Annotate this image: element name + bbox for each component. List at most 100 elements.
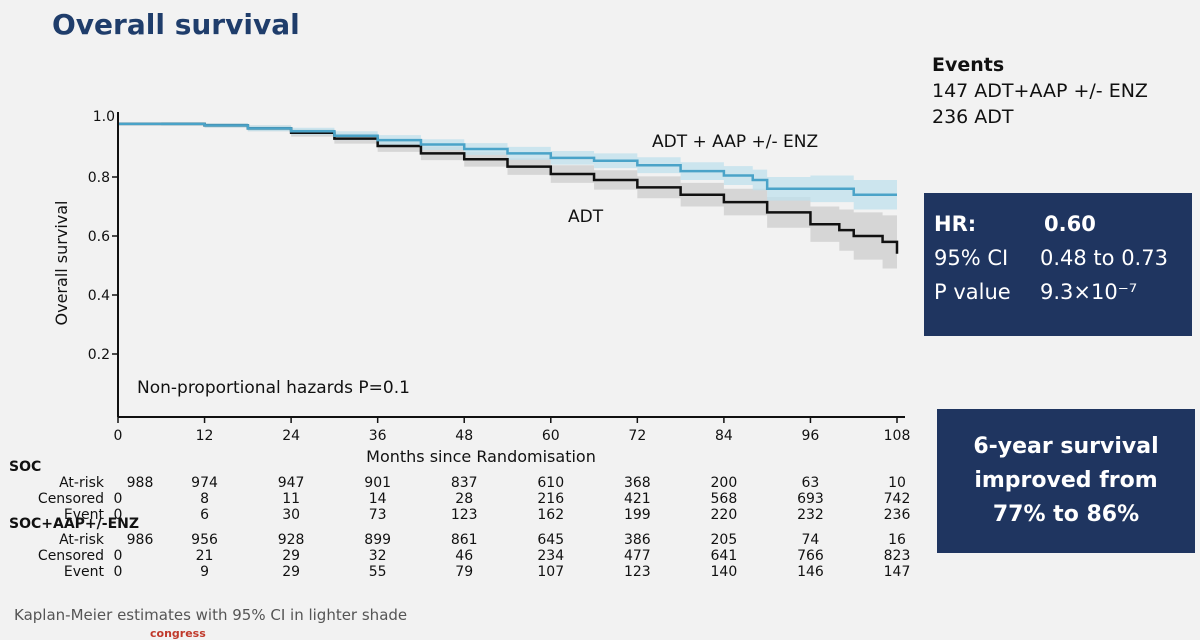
risk-table-cell: 28: [455, 491, 474, 507]
risk-table-cell: 216: [537, 491, 565, 507]
risk-table-cell: 147: [883, 564, 911, 580]
footnote: Kaplan-Meier estimates with 95% CI in li…: [14, 606, 408, 624]
risk-table-cell: 205: [710, 532, 738, 548]
risk-table-cell: 10: [888, 475, 906, 491]
risk-table-row-label: Event: [63, 564, 104, 580]
risk-table-cell: 11: [282, 491, 301, 507]
risk-table-cell: 421: [623, 491, 651, 507]
risk-table-cell: 236: [883, 507, 911, 523]
risk-table-cell: 956: [191, 532, 218, 548]
risk-table-cell: 79: [455, 564, 474, 580]
slide-title: Overall survival: [52, 8, 300, 41]
risk-table-row-label: Censored: [37, 548, 104, 564]
risk-table-cell: 986: [126, 532, 154, 548]
risk-table-cell: 0: [113, 507, 123, 523]
risk-table-cell: 568: [710, 491, 738, 507]
x-tick-label: 72: [628, 428, 646, 444]
y-tick-label: 0.2: [88, 347, 110, 363]
risk-table-cell: 0: [113, 491, 123, 507]
risk-table-cell: 29: [282, 564, 301, 580]
risk-table-cell: 234: [537, 548, 565, 564]
risk-table-cell: 107: [537, 564, 565, 580]
series-line-adt-aap-enz: [118, 122, 897, 196]
hr-value: 0.60: [1044, 212, 1096, 236]
risk-table-cell: 0: [113, 564, 123, 580]
risk-table-cell: 55: [368, 564, 387, 580]
x-tick-label: 48: [455, 428, 473, 444]
risk-table-cell: 988: [126, 475, 154, 491]
risk-table-cell: 947: [277, 475, 305, 491]
risk-table-cell: 30: [282, 507, 301, 523]
risk-table-cell: 837: [450, 475, 478, 491]
x-tick-label: 60: [542, 428, 560, 444]
risk-table-cell: 232: [797, 507, 824, 523]
survival-improvement-box: 6-year survival improved from 77% to 86%: [937, 409, 1195, 553]
risk-table-cell: 46: [455, 548, 474, 564]
risk-table-group-name: SOC: [9, 459, 42, 475]
y-tick-label: 0.4: [88, 288, 110, 304]
risk-table-row-label: Event: [63, 507, 104, 523]
risk-table-row-label: At-risk: [59, 532, 104, 548]
survival-line-1: 6-year survival: [973, 434, 1159, 459]
x-tick-label: 36: [369, 428, 387, 444]
risk-table-cell: 928: [277, 532, 305, 548]
risk-table-cell: 766: [797, 548, 824, 564]
x-tick-label: 108: [884, 428, 911, 444]
risk-table-row-label: At-risk: [59, 475, 104, 491]
hazard-ratio-box: HR: 0.60 95% CI 0.48 to 0.73 P value 9.3…: [924, 193, 1192, 336]
risk-table-cell: 861: [450, 532, 478, 548]
p-value: 9.3×10⁻⁷: [1040, 280, 1138, 304]
hr-label: HR:: [934, 212, 977, 236]
series-label-adt: ADT: [568, 207, 604, 227]
events-summary: Events 147 ADT+AAP +/- ENZ 236 ADT: [932, 52, 1148, 130]
y-tick-label: 0.6: [88, 229, 110, 245]
risk-table-cell: 73: [368, 507, 387, 523]
risk-table-cell: 368: [623, 475, 651, 491]
events-line-aap: 147 ADT+AAP +/- ENZ: [932, 80, 1148, 102]
survival-line-2: improved from: [974, 468, 1158, 493]
risk-table-cell: 140: [710, 564, 738, 580]
p-label: P value: [934, 280, 1011, 304]
risk-table-cell: 6: [200, 507, 210, 523]
congress-logo-fragment: congress: [150, 627, 206, 640]
ci-value: 0.48 to 0.73: [1040, 246, 1168, 270]
y-tick-label: 1.0: [93, 109, 115, 125]
risk-table-cell: 477: [623, 548, 651, 564]
ci-label: 95% CI: [934, 246, 1009, 270]
risk-table-cell: 63: [801, 475, 820, 491]
risk-table-cell: 645: [537, 532, 565, 548]
risk-table-cell: 641: [710, 548, 738, 564]
risk-table-group-name: SOC+AAP+/-ENZ: [9, 516, 140, 532]
risk-table-cell: 200: [710, 475, 738, 491]
ci-band-adt-aap-enz: [118, 122, 897, 210]
risk-table-cell: 21: [195, 548, 214, 564]
x-tick-label: 24: [282, 428, 300, 444]
x-tick-label: 84: [715, 428, 733, 444]
x-axis-label: Months since Randomisation: [366, 447, 596, 466]
risk-table-cell: 32: [368, 548, 387, 564]
risk-table-cell: 899: [364, 532, 392, 548]
risk-table-cell: 29: [282, 548, 301, 564]
y-axis-label: Overall survival: [52, 201, 71, 326]
hazards-annotation: Non-proportional hazards P=0.1: [137, 378, 410, 398]
risk-table-row-label: Censored: [37, 491, 104, 507]
x-tick-label: 12: [196, 428, 214, 444]
risk-table-cell: 123: [623, 564, 651, 580]
risk-table-cell: 220: [710, 507, 738, 523]
risk-table-cell: 162: [537, 507, 565, 523]
risk-table-cell: 146: [797, 564, 824, 580]
risk-table-cell: 9: [200, 564, 210, 580]
risk-table-cell: 823: [883, 548, 911, 564]
risk-table-cell: 386: [623, 532, 651, 548]
survival-line-3: 77% to 86%: [992, 502, 1140, 527]
risk-table-cell: 974: [191, 475, 218, 491]
risk-table-cell: 901: [364, 475, 392, 491]
x-tick-label: 0: [114, 428, 123, 444]
risk-table-cell: 74: [801, 532, 820, 548]
risk-table-cell: 0: [113, 548, 123, 564]
risk-table-cell: 693: [797, 491, 824, 507]
risk-table-cell: 199: [623, 507, 651, 523]
y-tick-label: 0.8: [88, 170, 110, 186]
series-label-adt-aap-enz: ADT + AAP +/- ENZ: [652, 132, 818, 152]
